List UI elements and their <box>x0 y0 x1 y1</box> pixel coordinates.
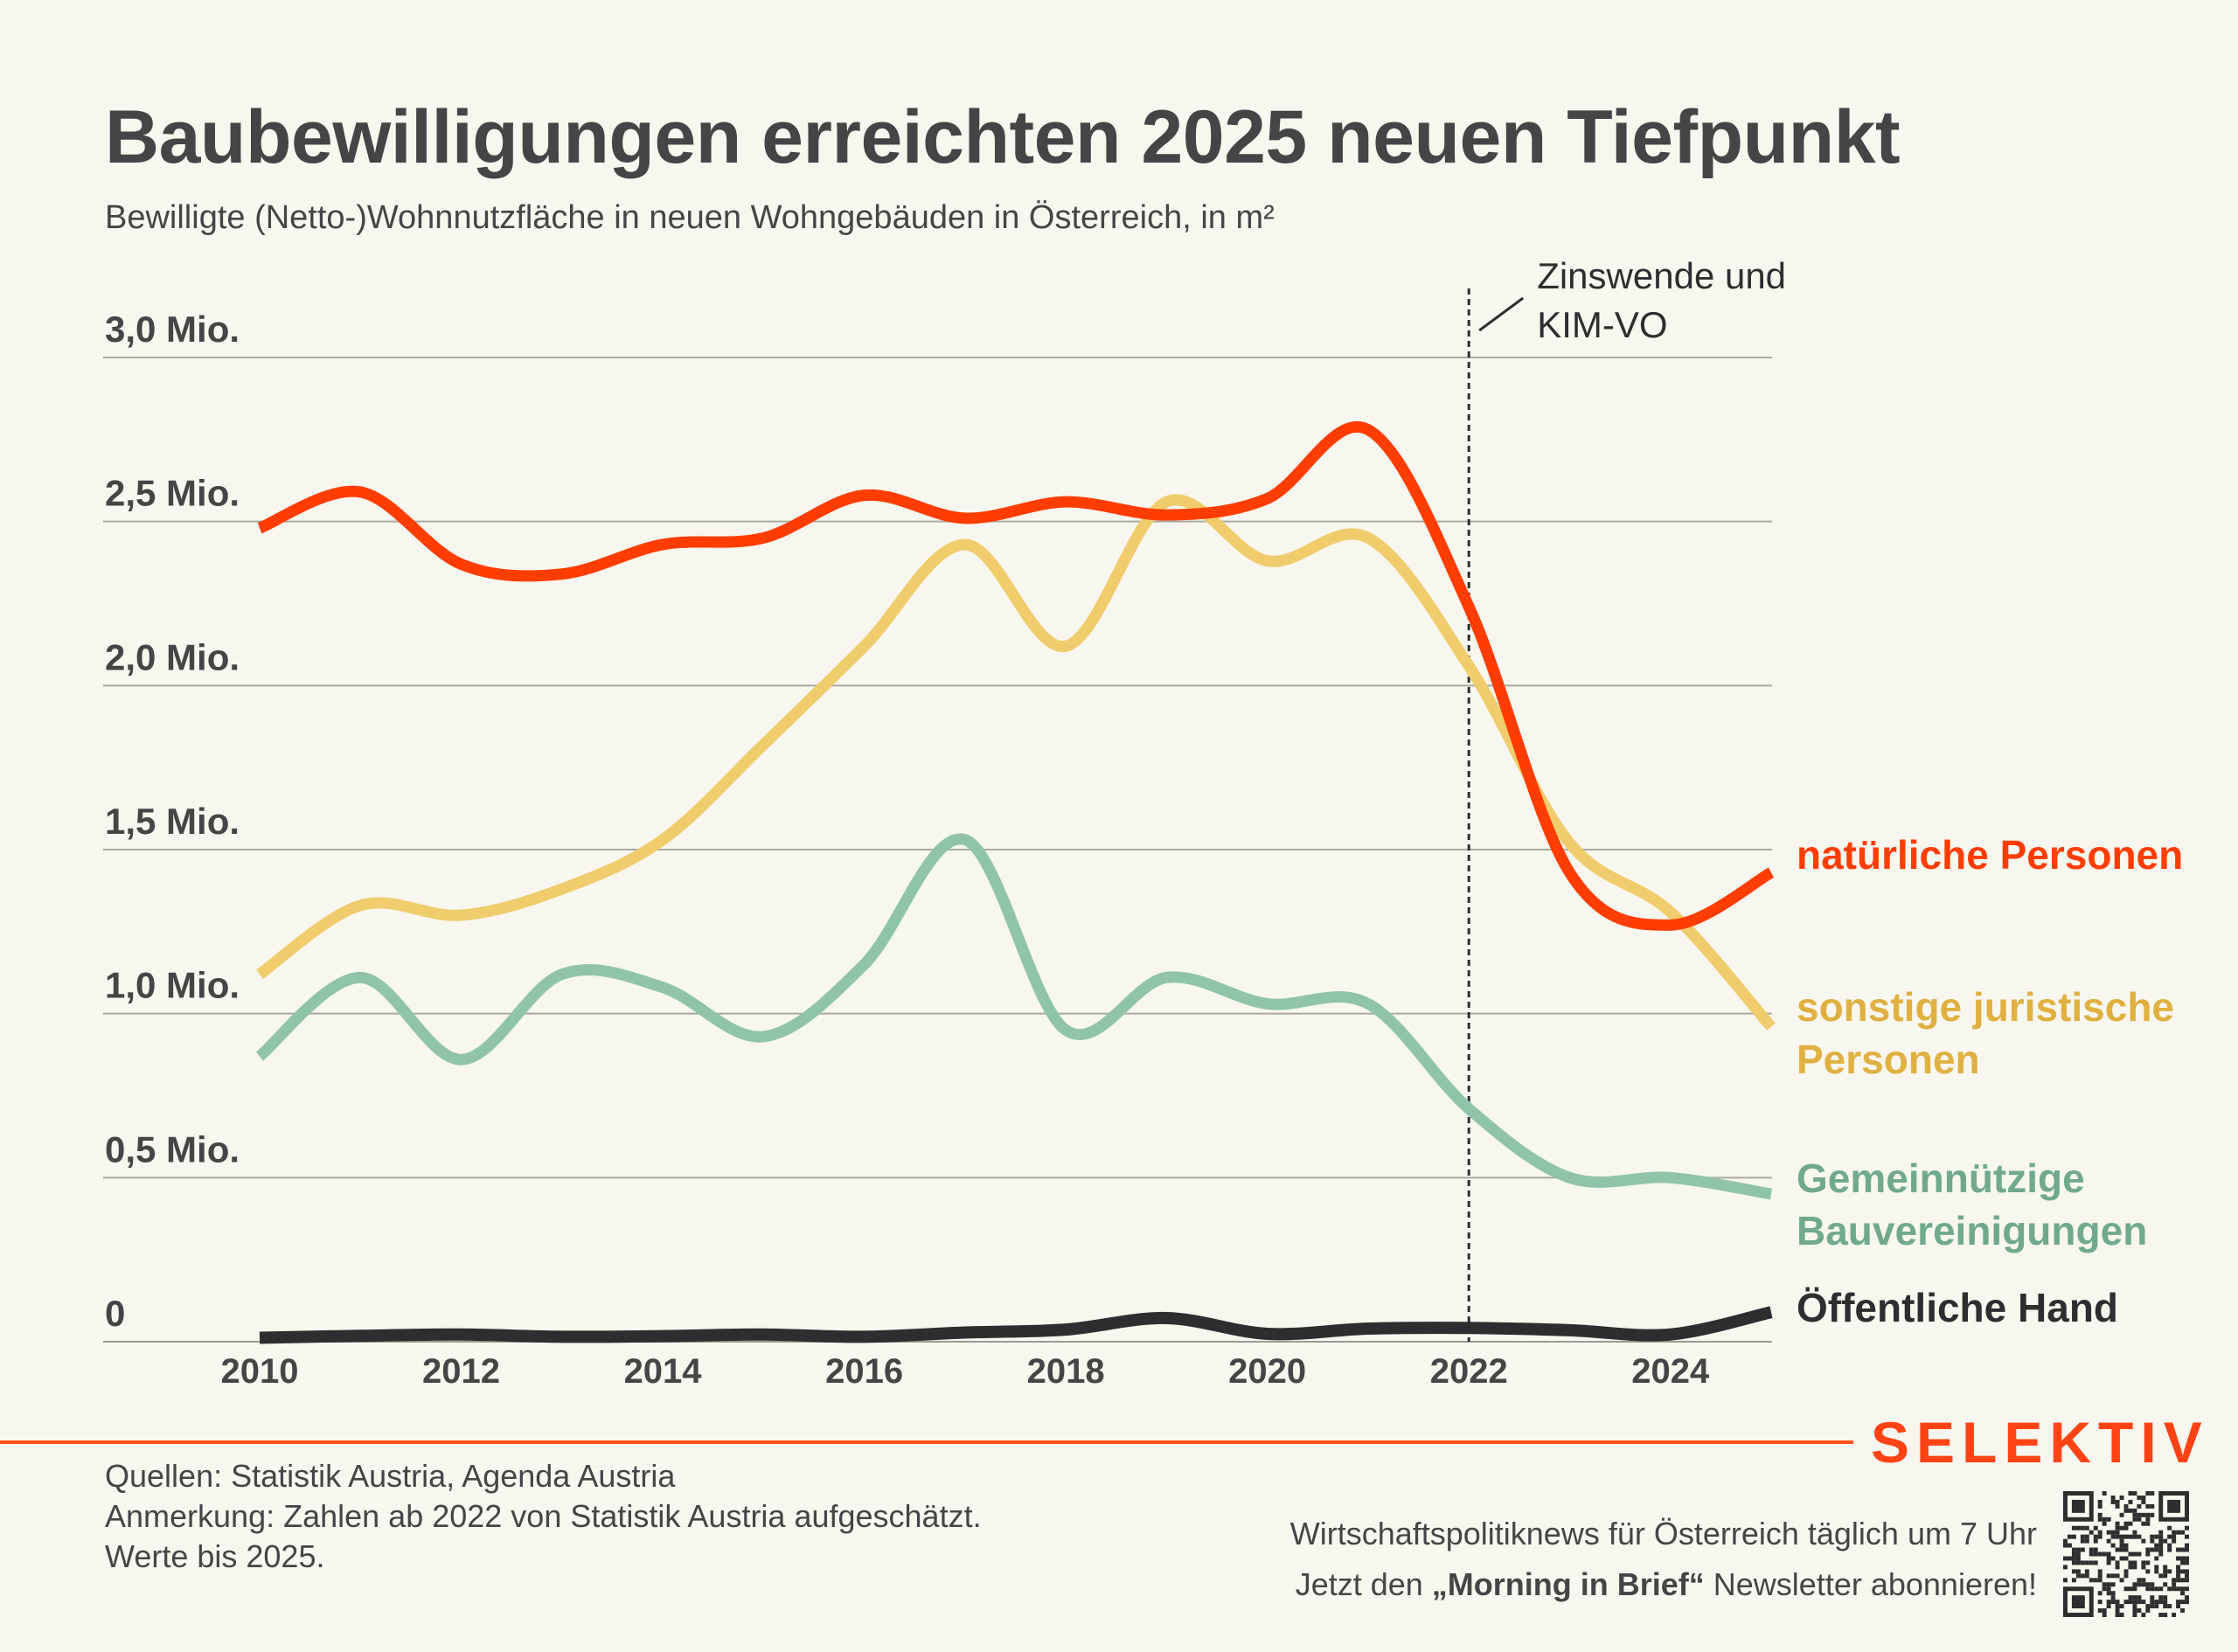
x-tick-label: 2010 <box>221 1352 299 1391</box>
y-tick-label: 1,5 Mio. <box>105 801 240 842</box>
source-note: Quellen: Statistik Austria, Agenda Austr… <box>105 1456 982 1577</box>
x-axis-ticks: 2010 2012 2014 2016 2018 2020 2022 2024 <box>221 1352 1710 1391</box>
x-tick-label: 2024 <box>1631 1352 1710 1391</box>
series-line-natuerliche-personen <box>257 421 1775 931</box>
series-label-line: natürliche Personen <box>1797 832 2184 878</box>
annotation-leader-line <box>1478 296 1525 332</box>
chart-subtitle: Bewilligte (Netto-)Wohnnutzfläche in neu… <box>105 199 1275 236</box>
y-tick-label: 0,5 Mio. <box>105 1128 240 1170</box>
x-tick-label: 2018 <box>1027 1352 1105 1391</box>
series-line-sonstige-juristische-personen <box>256 494 1776 1031</box>
series-label-line: Bauvereinigungen <box>1797 1208 2148 1253</box>
series-label-line: sonstige juristische <box>1797 984 2175 1030</box>
x-tick-label: 2016 <box>825 1352 903 1391</box>
promo-pre: Jetzt den <box>1295 1566 1432 1602</box>
annotation-text: Zinswende und <box>1537 255 1786 296</box>
y-tick-label: 2,5 Mio. <box>105 473 240 514</box>
y-tick-label: 0 <box>105 1293 125 1334</box>
newsletter-promo: Wirtschaftspolitiknews für Österreich tä… <box>1290 1509 2037 1610</box>
promo-line-2[interactable]: Jetzt den „Morning in Brief“ Newsletter … <box>1290 1559 2037 1610</box>
x-tick-label: 2012 <box>422 1352 500 1391</box>
series-label-line: Gemeinnützige <box>1797 1156 2085 1201</box>
note-text-2: Werte bis 2025. <box>105 1538 325 1574</box>
promo-post: Newsletter abonnieren! <box>1704 1566 2037 1602</box>
series-label: sonstige juristische Personen <box>1797 981 2174 1086</box>
series-lines <box>255 421 1776 1344</box>
series-label: natürliche Personen <box>1797 829 2183 881</box>
y-tick-label: 2,0 Mio. <box>105 636 240 677</box>
series-label: Öffentliche Hand <box>1797 1281 2118 1334</box>
series-label-line: Personen <box>1797 1037 1980 1082</box>
y-tick-label: 3,0 Mio. <box>105 309 240 350</box>
series-label: Gemeinnützige Bauvereinigungen <box>1797 1152 2147 1257</box>
x-tick-label: 2020 <box>1228 1352 1306 1391</box>
footer-divider <box>0 1440 1853 1444</box>
y-tick-label: 1,0 Mio. <box>105 965 240 1006</box>
qr-code-icon[interactable] <box>2063 1491 2189 1617</box>
y-axis-ticks: 0 0,5 Mio. 1,0 Mio. 1,5 Mio. 2,0 Mio. 2,5 Mio… <box>105 309 240 1334</box>
annotation-text: KIM-VO <box>1537 304 1667 345</box>
series-line-oeffentliche-hand <box>259 1306 1773 1344</box>
promo-newsletter-name: „Morning in Brief“ <box>1431 1566 1705 1602</box>
note-text: Anmerkung: Zahlen ab 2022 von Statistik … <box>105 1498 982 1534</box>
promo-line-1: Wirtschaftspolitiknews für Österreich tä… <box>1289 1516 2037 1551</box>
series-line-gemeinnuetzige-bauvereinigungen <box>255 833 1773 1200</box>
x-tick-label: 2022 <box>1430 1352 1508 1391</box>
gridlines <box>103 357 1772 1343</box>
series-label-line: Öffentliche Hand <box>1797 1285 2119 1330</box>
annotation: Zinswende und KIM-VO <box>1467 255 1786 1342</box>
chart-title: Baubewilligungen erreichten 2025 neuen T… <box>105 95 1901 179</box>
line-chart: 0 0,5 Mio. 1,0 Mio. 1,5 Mio. 2,0 Mio. 2,5 Mio… <box>103 255 1786 1391</box>
source-text: Quellen: Statistik Austria, Agenda Austr… <box>105 1458 676 1494</box>
brand-logo[interactable]: SELEKTIV <box>1871 1410 2209 1475</box>
x-tick-label: 2014 <box>624 1352 703 1391</box>
